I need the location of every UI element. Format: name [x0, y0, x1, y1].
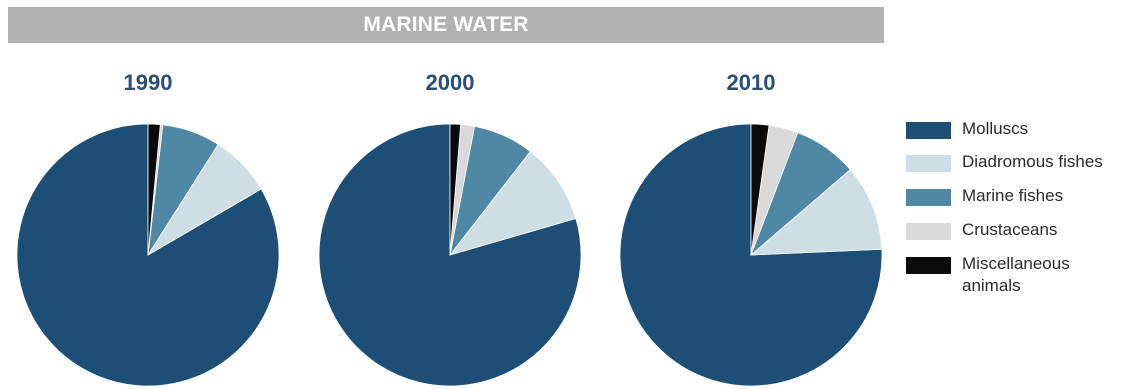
pie-title-1990: 1990: [123, 70, 173, 95]
legend-swatch-molluscs: [906, 122, 951, 139]
pie-slice-2000-diadromous-fishes: [448, 150, 577, 256]
legend-label-molluscs: Molluscs: [962, 119, 1029, 138]
legend-item-diadromous-fishes: Diadromous fishes: [906, 151, 1132, 173]
legend-label-miscellaneous-animals: Miscellaneous animals: [962, 254, 1070, 295]
legend-item-marine-fishes: Marine fishes: [906, 185, 1132, 207]
pie-title-2000: 2000: [425, 70, 475, 95]
legend-item-miscellaneous-animals: Miscellaneous animals: [906, 253, 1132, 297]
legend-item-molluscs: Molluscs: [906, 118, 1132, 140]
legend-label-crustaceans: Crustaceans: [962, 220, 1058, 239]
legend-label-diadromous-fishes: Diadromous fishes: [962, 152, 1103, 171]
pie-slice-2010-diadromous-fishes: [749, 169, 883, 256]
pie-slice-1990-miscellaneous-animals: [147, 123, 161, 256]
legend-swatch-diadromous-fishes: [906, 155, 951, 172]
pie-chart-2000: [318, 123, 582, 387]
pie-slice-2000-molluscs: [318, 123, 582, 387]
pie-chart-2010: [619, 123, 883, 387]
legend-swatch-miscellaneous-animals: [906, 257, 951, 274]
pie-slice-2010-miscellaneous-animals: [750, 123, 770, 256]
legend-swatch-crustaceans: [906, 223, 951, 240]
legend-swatch-marine-fishes: [906, 189, 951, 206]
legend-label-marine-fishes: Marine fishes: [962, 186, 1064, 205]
legend-item-crustaceans: Crustaceans: [906, 219, 1132, 241]
pie-chart-1990: [16, 123, 280, 387]
section-banner: MARINE WATER: [8, 7, 884, 43]
pie-title-2010: 2010: [726, 70, 776, 95]
pie-slice-2000-miscellaneous-animals: [449, 123, 462, 256]
banner-title: MARINE WATER: [363, 13, 529, 36]
